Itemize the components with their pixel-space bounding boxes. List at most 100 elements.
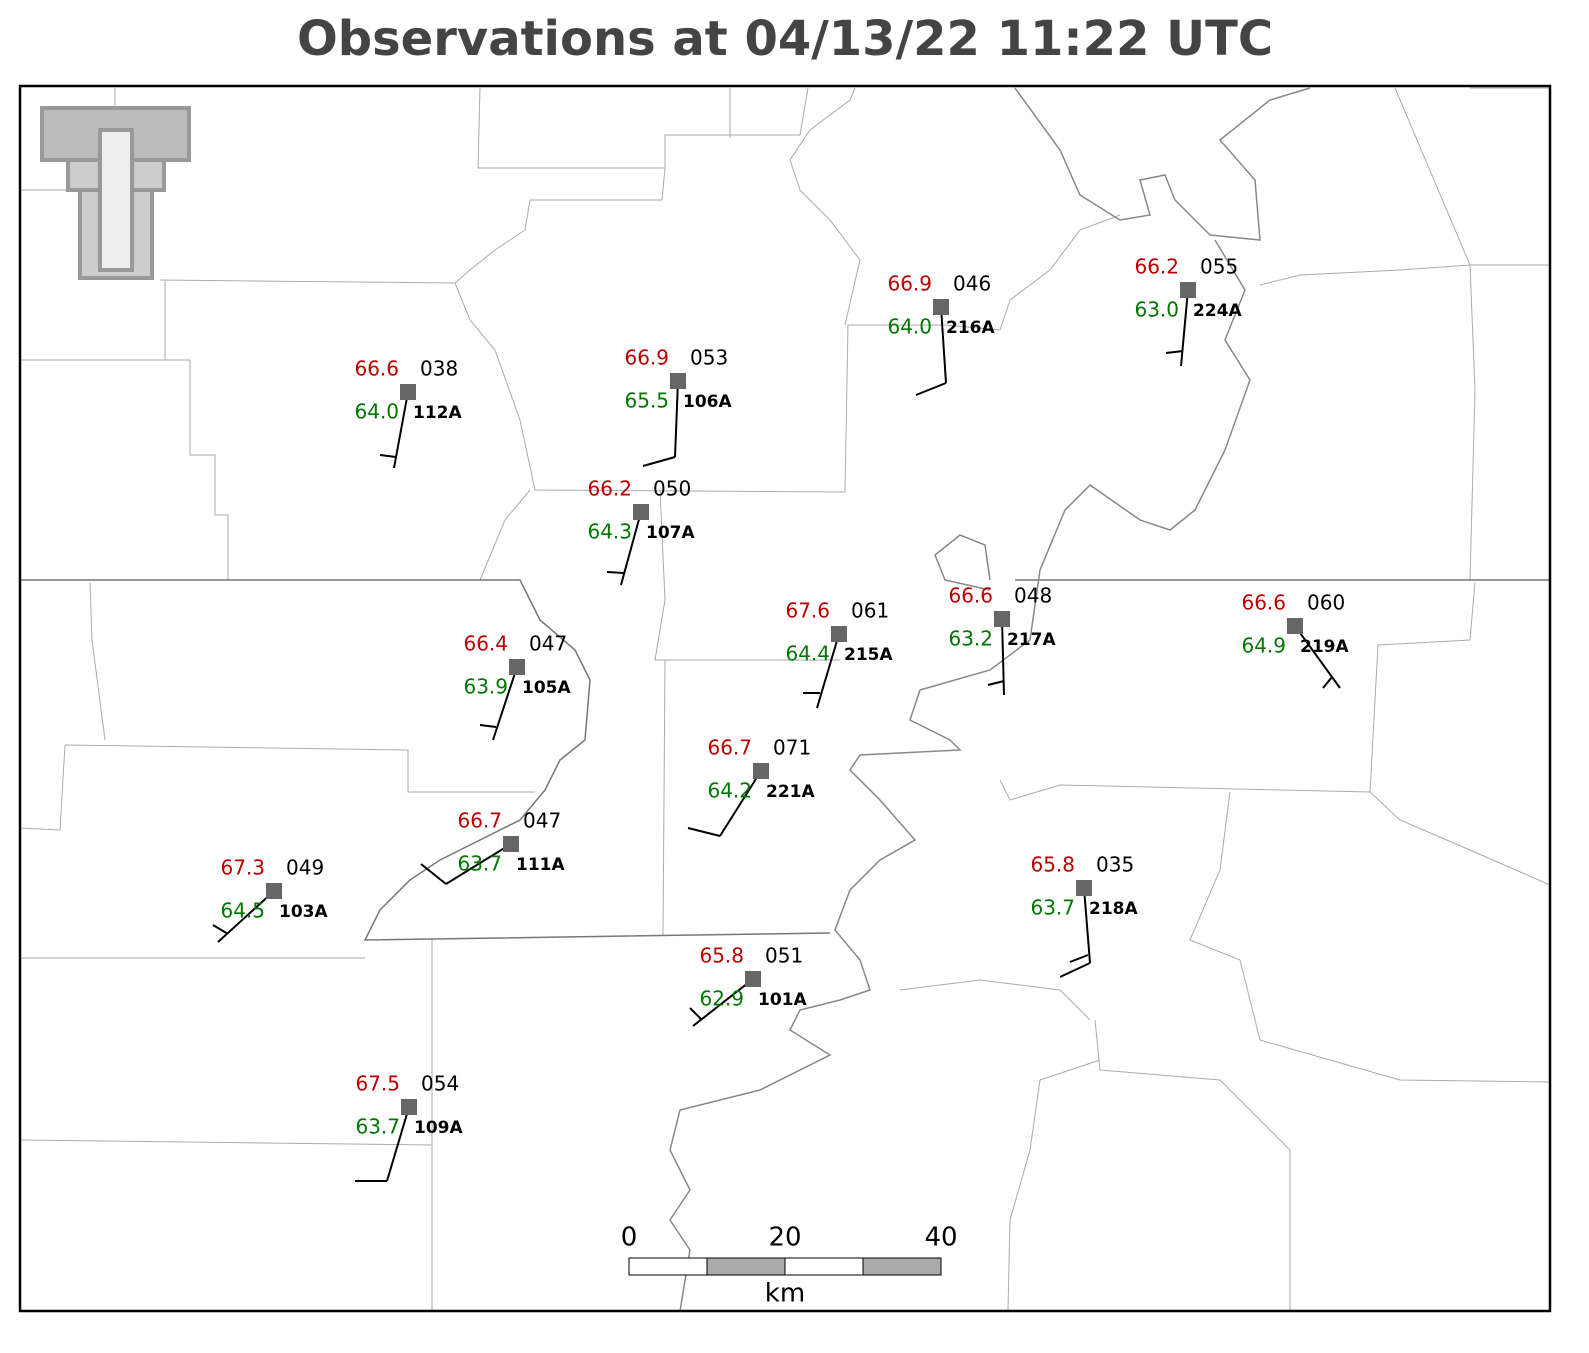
wind-barb <box>606 511 642 586</box>
dewpoint: 64.3 <box>587 520 632 544</box>
wind-barb <box>1294 625 1341 689</box>
pressure: 038 <box>420 357 458 381</box>
pressure: 053 <box>690 346 728 370</box>
dewpoint: 63.7 <box>1030 896 1075 920</box>
dewpoint: 63.7 <box>457 852 502 876</box>
scale-label: 0 <box>621 1223 638 1253</box>
temperature: 66.2 <box>587 477 632 501</box>
station-marker <box>670 373 686 389</box>
pressure: 046 <box>953 272 991 296</box>
station-marker <box>266 883 282 899</box>
station-id: 106A <box>683 392 732 412</box>
dewpoint: 65.5 <box>624 389 669 413</box>
wind-barb <box>212 890 275 943</box>
dewpoint: 64.2 <box>707 779 752 803</box>
station-id: 224A <box>1193 301 1242 321</box>
station-marker <box>503 836 519 852</box>
station-id: 219A <box>1300 637 1349 657</box>
temperature: 66.7 <box>457 809 502 833</box>
temperature: 66.7 <box>707 736 752 760</box>
station-marker <box>994 611 1010 627</box>
wind-barb <box>1059 887 1091 978</box>
dewpoint: 62.9 <box>699 987 744 1011</box>
station-marker <box>401 1099 417 1115</box>
station-id: 218A <box>1089 899 1138 919</box>
station-id: 107A <box>646 523 695 543</box>
temperature: 66.6 <box>948 584 993 608</box>
pressure: 047 <box>523 809 561 833</box>
map-frame <box>18 84 1552 1313</box>
wind-barb <box>355 1106 410 1182</box>
dewpoint: 64.9 <box>1241 634 1286 658</box>
scale-bar: 0 20 40 km <box>621 1223 958 1309</box>
temperature: 66.9 <box>887 272 932 296</box>
station-marker <box>400 384 416 400</box>
station-marker <box>509 659 525 675</box>
station-id: 216A <box>946 318 995 338</box>
wind-barb <box>479 666 518 741</box>
station-marker <box>831 626 847 642</box>
station-marker <box>1287 618 1303 634</box>
wind-barb <box>687 770 762 837</box>
dewpoint: 63.2 <box>948 627 993 651</box>
scale-label: 40 <box>924 1223 957 1253</box>
temperature: 66.4 <box>463 632 508 656</box>
station-marker <box>745 971 761 987</box>
basemap <box>19 87 1551 1312</box>
station-marker <box>1076 880 1092 896</box>
pressure: 055 <box>1200 255 1238 279</box>
dewpoint: 63.7 <box>355 1115 400 1139</box>
station-marker <box>753 763 769 779</box>
pressure: 035 <box>1096 853 1134 877</box>
dewpoint: 63.9 <box>463 675 508 699</box>
pressure: 060 <box>1307 591 1345 615</box>
pressure: 051 <box>765 944 803 968</box>
station-marker <box>633 504 649 520</box>
pressure: 048 <box>1014 584 1052 608</box>
temperature: 66.9 <box>624 346 669 370</box>
pressure: 047 <box>529 632 567 656</box>
dewpoint: 64.0 <box>354 400 399 424</box>
station-id: 101A <box>758 990 807 1010</box>
title: Observations at 04/13/22 11:22 UTC <box>297 11 1273 67</box>
dewpoint: 64.5 <box>220 899 265 923</box>
pressure: 054 <box>421 1072 459 1096</box>
temperature: 67.5 <box>355 1072 400 1096</box>
station-id: 112A <box>413 403 462 423</box>
temperature: 66.6 <box>1241 591 1286 615</box>
station-marker <box>933 299 949 315</box>
station-id: 103A <box>279 902 328 922</box>
scale-label: 20 <box>768 1223 801 1253</box>
scale-unit: km <box>765 1279 805 1309</box>
wind-barb <box>379 391 409 469</box>
station-id: 217A <box>1007 630 1056 650</box>
pressure: 061 <box>851 599 889 623</box>
dewpoint: 64.0 <box>887 315 932 339</box>
pressure: 050 <box>653 477 691 501</box>
temperature: 65.8 <box>1030 853 1075 877</box>
station-id: 109A <box>414 1118 463 1138</box>
wind-barb <box>987 618 1005 696</box>
wind-barb <box>915 306 947 396</box>
temperature: 65.8 <box>699 944 744 968</box>
dewpoint: 63.0 <box>1134 298 1179 322</box>
station-id: 221A <box>766 782 815 802</box>
pressure: 049 <box>286 856 324 880</box>
wind-barb <box>642 380 679 467</box>
dewpoint: 64.4 <box>785 642 830 666</box>
station-id: 111A <box>516 855 565 875</box>
station-marker <box>1180 282 1196 298</box>
station-id: 105A <box>522 678 571 698</box>
wind-barb <box>803 633 840 709</box>
wind-barb <box>689 978 754 1027</box>
wind-barb <box>420 843 512 885</box>
station-layer: 66.6 038 64.0 112A 66.9 053 65.5 106A 66.2 050 64.… <box>212 255 1349 1182</box>
pressure: 071 <box>773 736 811 760</box>
temperature: 66.6 <box>354 357 399 381</box>
temperature: 66.2 <box>1134 255 1179 279</box>
temperature: 67.6 <box>785 599 830 623</box>
logo <box>40 106 191 280</box>
station-id: 215A <box>844 645 893 665</box>
temperature: 67.3 <box>220 856 265 880</box>
